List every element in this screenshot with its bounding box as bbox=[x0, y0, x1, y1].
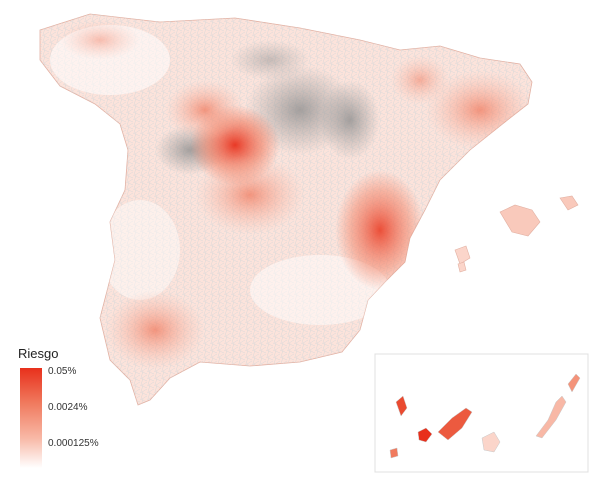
risk-legend: Riesgo 0.05% 0.0024% 0.000125% bbox=[18, 346, 138, 476]
balearic-islands bbox=[454, 195, 579, 273]
canary-islands-inset bbox=[374, 353, 589, 473]
legend-color-bar bbox=[20, 368, 42, 468]
legend-label-high: 0.05% bbox=[48, 366, 77, 377]
legend-label-low: 0.000125% bbox=[48, 438, 99, 449]
legend-label-mid: 0.0024% bbox=[48, 402, 88, 413]
legend-title: Riesgo bbox=[18, 346, 59, 361]
